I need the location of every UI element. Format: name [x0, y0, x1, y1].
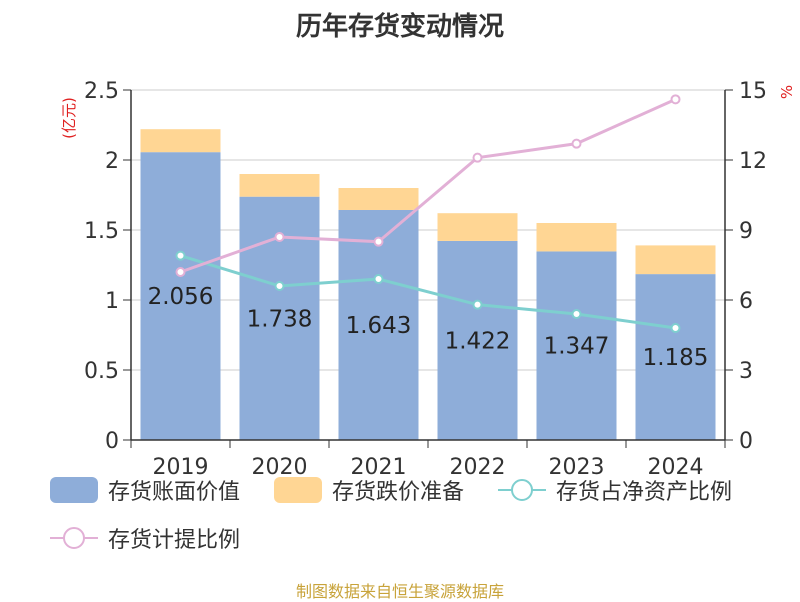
y-left-tick-label: 0.5	[84, 359, 119, 384]
y-right-axis-title: %	[778, 85, 796, 99]
bar-data-label: 1.185	[643, 345, 709, 371]
point-inventory-net-asset-ratio	[175, 250, 186, 261]
legend-label: 存货跌价准备	[332, 480, 465, 505]
bar-impairment-provision	[437, 213, 518, 241]
bar-inventory-book-value	[437, 240, 518, 440]
x-tick-label: 2019	[153, 455, 209, 480]
bar-inventory-book-value	[338, 209, 419, 440]
y-right-tick-label: 12	[739, 149, 767, 174]
bar-inventory-book-value	[140, 152, 221, 440]
y-left-tick-label: 1	[105, 289, 119, 314]
bar-data-label: 2.056	[148, 284, 214, 310]
point-provision-ratio	[373, 236, 384, 247]
x-tick-label: 2020	[252, 455, 308, 480]
legend-item-inventory-net-asset-ratio[interactable]: 存货占净资产比例	[498, 474, 732, 506]
line-provision-ratio	[180, 97, 677, 274]
bar-impairment-provision	[338, 188, 419, 210]
x-tick-label: 2023	[549, 455, 605, 480]
point-provision-ratio	[175, 267, 186, 277]
bar-data-label: 1.643	[346, 313, 412, 339]
bar-impairment-provision	[140, 129, 221, 153]
source-note: 制图数据来自恒生聚源数据库	[295, 582, 504, 601]
legend-swatch-pink-line	[50, 525, 98, 551]
y-left-tick-label: 1.5	[84, 219, 119, 244]
bar-data-label: 1.347	[544, 334, 610, 360]
y-right-tick-label: 15	[739, 79, 767, 104]
point-provision-ratio	[670, 94, 681, 105]
point-provision-ratio	[472, 152, 483, 163]
bar-impairment-provision	[536, 223, 617, 252]
legend-item-provision-ratio[interactable]: 存货计提比例	[50, 522, 240, 554]
legend-item-impairment-provision[interactable]: 存货跌价准备	[274, 474, 464, 506]
legend-swatch-teal-line	[498, 477, 546, 503]
line-inventory-net-asset-ratio	[180, 254, 676, 330]
point-inventory-net-asset-ratio	[373, 274, 384, 284]
y-left-tick-label: 2	[105, 149, 119, 174]
point-inventory-net-asset-ratio	[472, 299, 483, 310]
bar-inventory-book-value	[635, 274, 716, 440]
legend-label: 存货占净资产比例	[556, 480, 733, 505]
y-right-tick-label: 6	[739, 289, 753, 314]
x-tick-label: 2021	[351, 455, 407, 480]
x-tick-label: 2024	[648, 455, 704, 480]
point-provision-ratio	[274, 232, 285, 242]
y-left-axis-title: (亿元)	[60, 97, 78, 139]
bar-impairment-provision	[635, 245, 716, 275]
point-inventory-net-asset-ratio	[571, 309, 582, 319]
legend-label: 存货计提比例	[108, 528, 241, 553]
bar-data-label: 1.422	[445, 328, 511, 354]
y-right-tick-label: 9	[739, 219, 753, 244]
legend-item-inventory-book-value[interactable]: 存货账面价值	[50, 474, 240, 506]
y-left-tick-label: 2.5	[84, 79, 119, 104]
bar-inventory-book-value	[536, 251, 617, 440]
y-left-tick-label: 0	[105, 429, 119, 454]
legend-swatch-yellow	[274, 477, 322, 503]
point-provision-ratio	[571, 138, 582, 149]
bar-impairment-provision	[239, 174, 320, 197]
legend-swatch-blue	[50, 477, 98, 503]
y-right-tick-label: 3	[739, 359, 753, 384]
chart-title: 历年存货变动情况	[295, 12, 504, 42]
point-inventory-net-asset-ratio	[274, 281, 285, 291]
x-tick-label: 2022	[450, 455, 506, 480]
point-inventory-net-asset-ratio	[670, 323, 681, 333]
y-right-tick-label: 0	[739, 429, 753, 454]
legend-label: 存货账面价值	[108, 480, 241, 505]
bar-data-label: 1.738	[247, 306, 313, 332]
